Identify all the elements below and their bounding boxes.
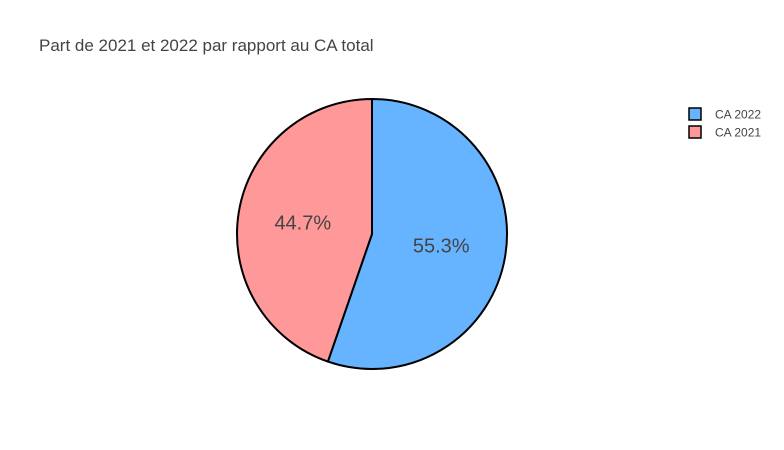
legend-swatch-ca-2022[interactable] [688, 107, 702, 121]
legend-label-ca-2022[interactable]: CA 2022 [715, 108, 761, 122]
pie-label-ca-2022: 55.3% [413, 236, 470, 258]
legend: CA 2022 CA 2021 [688, 107, 761, 140]
pie-labels: 55.3% 44.7% [274, 212, 469, 257]
pie-label-ca-2021: 44.7% [274, 212, 331, 234]
chart-title: Part de 2021 et 2022 par rapport au CA t… [39, 36, 374, 55]
legend-label-ca-2021[interactable]: CA 2021 [715, 126, 761, 140]
legend-swatch-ca-2021[interactable] [688, 125, 702, 139]
pie-slices [236, 98, 509, 370]
pie-slice-ca-2021[interactable] [236, 98, 373, 363]
